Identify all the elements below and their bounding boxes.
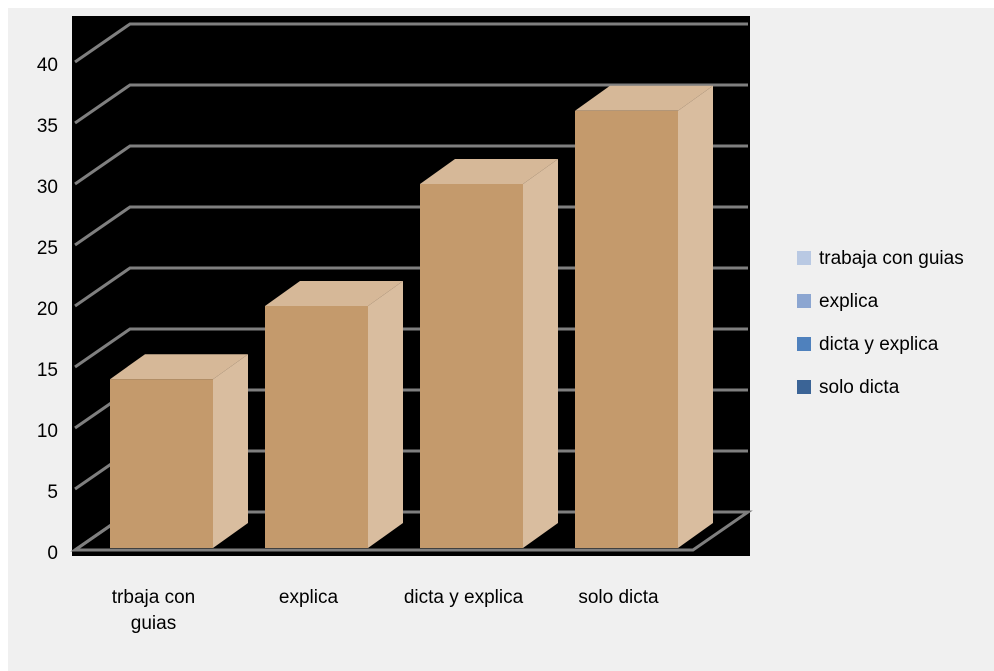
y-tick-label: 35 [37,116,58,137]
legend-label: dicta y explica [819,334,939,355]
bar-side [213,354,248,548]
y-tick-label: 20 [37,299,58,320]
y-tick-label: 0 [47,543,58,564]
bar-side [678,85,713,549]
y-tick-label: 30 [37,177,58,198]
bar-top [110,354,248,380]
y-tick-label: 15 [37,360,58,381]
bar [265,306,368,548]
legend-label: trabaja con guias [819,248,964,269]
bar [110,379,213,548]
bar-top [420,159,558,184]
grid-line [74,144,748,186]
legend-swatch [797,337,811,351]
bar-side [523,159,558,548]
bar-side [368,281,403,548]
legend-swatch [797,294,811,308]
y-tick-label: 40 [37,55,58,76]
legend-swatch [797,380,811,394]
y-tick-label: 10 [37,421,58,442]
bar-top [265,281,403,306]
bar-top [575,85,713,111]
y-tick-label: 5 [47,482,58,503]
y-tick-label: 25 [37,238,58,259]
bar [575,110,678,549]
x-tick-label: solo dicta [578,587,659,608]
bar [420,184,523,548]
legend-label: solo dicta [819,377,900,398]
x-tick-label: dicta y explica [403,587,524,608]
legend-label: explica [819,291,879,312]
legend-swatch [797,251,811,265]
x-tick-label: trbaja con guias [111,587,196,634]
x-tick-label: explica [278,587,339,608]
grid-line [74,83,748,125]
grid-line [74,22,748,64]
